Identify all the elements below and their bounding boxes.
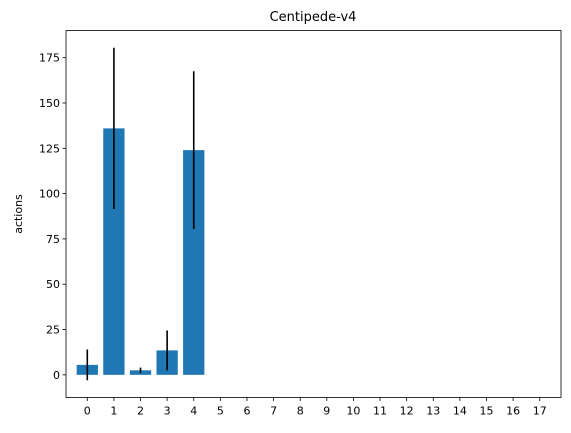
x-tick-label: 8 bbox=[297, 405, 304, 418]
x-tick-label: 17 bbox=[533, 405, 547, 418]
x-tick-label: 11 bbox=[373, 405, 387, 418]
x-tick-label: 10 bbox=[346, 405, 360, 418]
x-tick-label: 2 bbox=[137, 405, 144, 418]
bars-group bbox=[77, 128, 205, 374]
y-tick-label: 100 bbox=[39, 188, 60, 201]
y-tick-label: 0 bbox=[53, 369, 60, 382]
y-axis: 0 25 50 75 100 125 150 175 bbox=[39, 52, 66, 382]
y-tick-label: 125 bbox=[39, 142, 60, 155]
x-tick-label: 13 bbox=[426, 405, 440, 418]
plot-frame bbox=[66, 31, 561, 398]
x-tick-label: 4 bbox=[190, 405, 197, 418]
y-tick-label: 175 bbox=[39, 52, 60, 65]
x-tick-label: 12 bbox=[400, 405, 414, 418]
y-tick-label: 25 bbox=[46, 324, 60, 337]
x-tick-label: 0 bbox=[84, 405, 91, 418]
x-axis: 0 1 2 3 4 5 6 7 8 9 10 11 12 13 14 15 16 17 bbox=[84, 398, 547, 418]
y-tick-label: 150 bbox=[39, 97, 60, 110]
y-tick-label: 75 bbox=[46, 233, 60, 246]
y-tick-label: 50 bbox=[46, 278, 60, 291]
x-tick-label: 14 bbox=[453, 405, 467, 418]
x-tick-label: 16 bbox=[506, 405, 520, 418]
x-tick-label: 6 bbox=[243, 405, 250, 418]
x-tick-label: 7 bbox=[270, 405, 277, 418]
x-tick-label: 9 bbox=[323, 405, 330, 418]
x-tick-label: 3 bbox=[164, 405, 171, 418]
x-tick-label: 1 bbox=[110, 405, 117, 418]
y-axis-label: actions bbox=[12, 194, 25, 234]
x-tick-label: 5 bbox=[217, 405, 224, 418]
x-tick-label: 15 bbox=[479, 405, 493, 418]
chart-title: Centipede-v4 bbox=[270, 10, 357, 25]
